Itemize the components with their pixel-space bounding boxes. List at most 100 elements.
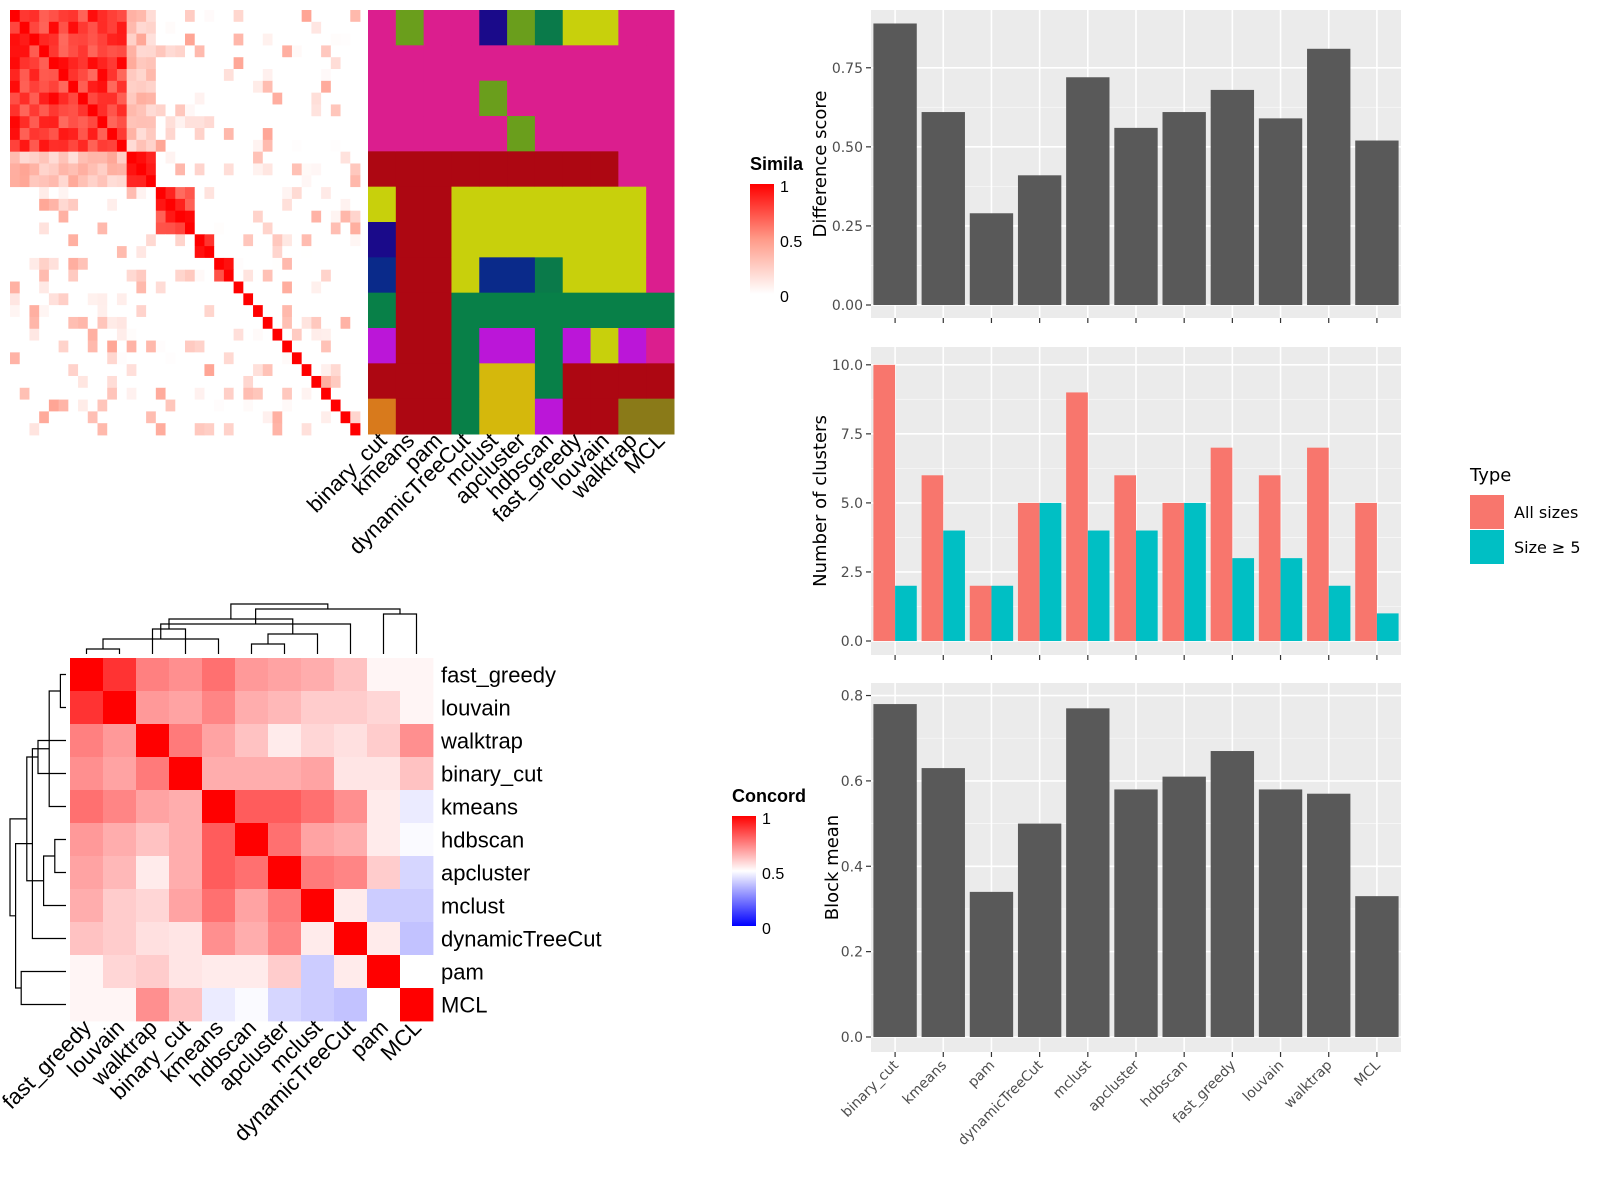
similarity-heatmap <box>10 10 361 436</box>
heatmap-cell <box>185 399 196 412</box>
heatmap-cell <box>243 281 254 294</box>
y-tick-label: 0.0 <box>841 634 863 650</box>
heatmap-cell <box>175 328 186 341</box>
heatmap-cell <box>19 387 30 400</box>
concordance-cell <box>367 724 401 758</box>
heatmap-cell <box>146 222 157 235</box>
heatmap-cell <box>262 104 273 117</box>
heatmap-cell <box>282 399 293 412</box>
heatmap-cell <box>19 80 30 94</box>
heatmap-cell <box>291 246 303 259</box>
heatmap-cell <box>29 175 40 188</box>
concordance-cell <box>367 922 401 956</box>
heatmap-cell <box>204 187 215 200</box>
heatmap-cell <box>107 33 118 46</box>
heatmap-cell <box>116 210 128 223</box>
y-tick-label: 0.0 <box>841 1030 863 1046</box>
heatmap-cell <box>10 364 21 377</box>
bar <box>1066 708 1110 1037</box>
heatmap-cell <box>116 10 128 23</box>
heatmap-cell <box>175 128 186 141</box>
heatmap-cell <box>165 10 176 23</box>
heatmap-cell <box>350 423 361 436</box>
heatmap-cell <box>214 246 225 259</box>
heatmap-cell <box>185 128 196 141</box>
heatmap-cell <box>78 423 89 436</box>
heatmap-cell <box>223 45 235 58</box>
cluster-cell <box>395 80 425 117</box>
heatmap-cell <box>253 423 264 436</box>
heatmap-cell <box>155 411 166 424</box>
heatmap-cell <box>48 234 60 247</box>
heatmap-cell <box>97 151 108 164</box>
heatmap-cell <box>350 45 361 58</box>
heatmap-cell <box>155 387 166 400</box>
heatmap-cell <box>321 399 332 412</box>
heatmap-cell <box>10 139 21 153</box>
heatmap-cell <box>116 104 128 117</box>
heatmap-cell <box>29 316 40 330</box>
bar <box>1114 789 1158 1037</box>
heatmap-cell <box>194 316 205 330</box>
concordance-cell <box>235 856 269 890</box>
heatmap-cell <box>165 187 176 200</box>
concordance-cell <box>367 823 401 857</box>
heatmap-cell <box>78 411 89 424</box>
concordance-cell <box>136 823 170 857</box>
heatmap-cell <box>350 340 361 353</box>
heatmap-cell <box>321 387 332 400</box>
heatmap-cell <box>78 163 89 176</box>
concordance-cell <box>301 724 335 758</box>
heatmap-cell <box>185 151 196 164</box>
heatmap-cell <box>68 328 79 341</box>
heatmap-cell <box>253 128 264 141</box>
bar <box>1355 896 1399 1037</box>
concordance-cell <box>202 856 236 890</box>
heatmap-cell <box>272 151 283 164</box>
heatmap-cell <box>311 234 322 247</box>
heatmap-cell <box>204 10 215 23</box>
heatmap-cell <box>282 21 293 35</box>
heatmap-cell <box>19 328 30 341</box>
concordance-cell <box>367 955 401 989</box>
cluster-cell <box>479 80 508 117</box>
heatmap-cell <box>78 387 89 400</box>
heatmap-cell <box>214 151 225 164</box>
heatmap-cell <box>330 163 341 176</box>
concordance-legend-tick: 1 <box>762 811 771 828</box>
heatmap-cell <box>311 33 322 46</box>
cluster-cell <box>368 363 397 400</box>
heatmap-cell <box>126 281 137 294</box>
cluster-cell <box>507 45 536 82</box>
cluster-cell <box>534 328 564 364</box>
heatmap-cell <box>350 328 361 341</box>
cluster-cell <box>562 363 592 400</box>
heatmap-cell <box>29 21 40 35</box>
heatmap-cell <box>301 92 312 105</box>
heatmap-cell <box>19 69 30 82</box>
heatmap-cell <box>87 234 98 247</box>
heatmap-cell <box>223 411 235 424</box>
heatmap-cell <box>282 246 293 259</box>
concordance-cell <box>70 856 104 890</box>
x-tick-label: pam <box>965 1058 998 1091</box>
heatmap-cell <box>233 352 244 365</box>
heatmap-cell <box>136 116 147 129</box>
heatmap-cell <box>321 80 332 94</box>
heatmap-cell <box>204 151 215 164</box>
legend-swatch-all-sizes <box>1470 495 1504 529</box>
heatmap-cell <box>58 328 69 341</box>
heatmap-cell <box>272 92 283 105</box>
heatmap-cell <box>29 328 40 341</box>
concordance-cell <box>169 724 203 758</box>
cluster-cell <box>618 292 647 329</box>
heatmap-cell <box>253 45 264 58</box>
cluster-cell <box>590 116 619 152</box>
bar-all-sizes <box>1017 502 1040 641</box>
concordance-cell <box>268 658 302 692</box>
heatmap-cell <box>126 352 137 365</box>
heatmap-cell <box>311 257 322 271</box>
heatmap-cell <box>272 187 283 200</box>
